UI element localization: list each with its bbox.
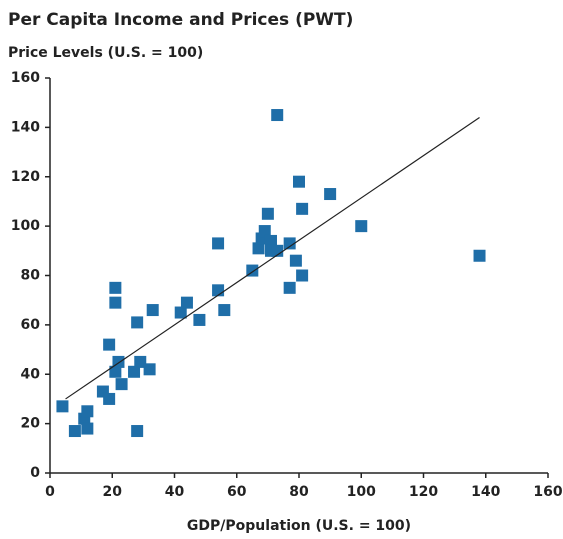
point <box>131 425 144 438</box>
point <box>180 296 193 309</box>
point <box>81 405 94 418</box>
point <box>103 338 116 351</box>
point <box>355 220 368 233</box>
y-tick-label: 0 <box>30 465 40 481</box>
point <box>81 422 94 435</box>
point <box>289 254 302 267</box>
y-tick-label: 20 <box>21 416 41 432</box>
y-tick-label: 120 <box>11 169 40 185</box>
x-axis-label: GDP/Population (U.S. = 100) <box>187 518 411 534</box>
y-tick-label: 160 <box>11 70 40 86</box>
y-axis-label: Price Levels (U.S. = 100) <box>8 45 203 61</box>
point <box>293 175 305 188</box>
point <box>212 284 225 297</box>
x-tick-label: 80 <box>289 484 309 500</box>
point <box>296 202 309 215</box>
y-tick-label: 100 <box>11 218 40 234</box>
point <box>252 242 265 255</box>
x-tick-label: 20 <box>103 484 123 500</box>
y-tick-label: 60 <box>21 317 41 333</box>
point <box>271 109 284 122</box>
point <box>134 355 147 368</box>
x-tick-label: 60 <box>227 484 247 500</box>
y-tick-label: 40 <box>21 366 41 382</box>
point <box>103 392 116 405</box>
point <box>264 234 277 247</box>
y-tick-label: 80 <box>21 268 41 284</box>
point <box>283 281 296 294</box>
point <box>146 304 159 317</box>
point <box>128 365 141 378</box>
trend-line <box>65 117 480 400</box>
point <box>324 188 337 201</box>
point <box>115 378 128 391</box>
chart-title: Per Capita Income and Prices (PWT) <box>8 10 353 30</box>
point <box>296 269 309 282</box>
point <box>218 304 231 317</box>
point <box>212 237 225 250</box>
point <box>258 225 271 238</box>
point <box>109 365 122 378</box>
x-tick-label: 160 <box>533 484 562 500</box>
x-tick-label: 100 <box>347 484 376 500</box>
x-tick-label: 0 <box>45 484 55 500</box>
point <box>109 281 122 294</box>
point <box>109 296 122 309</box>
y-tick-label: 140 <box>11 119 40 135</box>
x-tick-label: 40 <box>165 484 185 500</box>
x-tick-label: 140 <box>471 484 500 500</box>
point <box>261 207 274 220</box>
point <box>131 316 144 329</box>
point <box>283 237 296 250</box>
point <box>193 313 206 326</box>
point <box>143 363 156 376</box>
x-tick-label: 120 <box>409 484 438 500</box>
point <box>473 249 486 262</box>
point <box>271 244 284 257</box>
point <box>174 306 187 319</box>
point <box>68 425 81 438</box>
point <box>56 400 69 413</box>
